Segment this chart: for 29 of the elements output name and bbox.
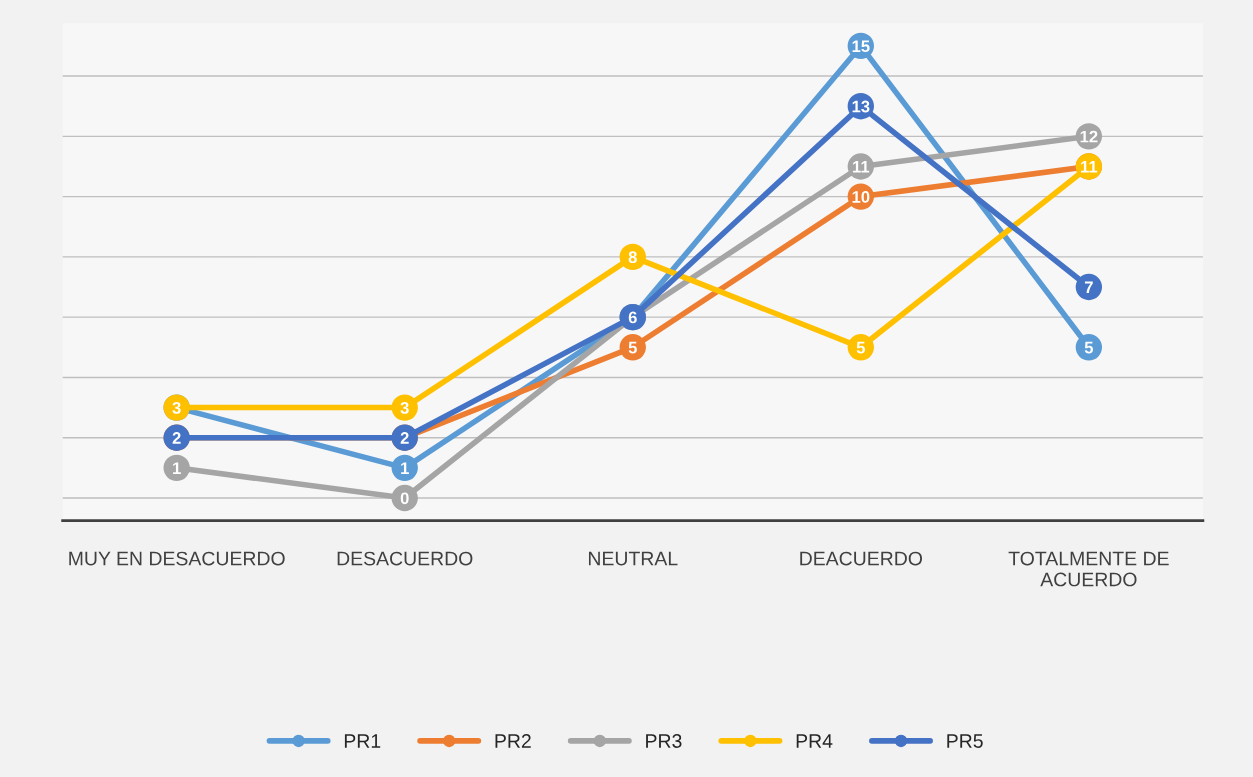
data-label: 11 — [853, 161, 870, 173]
x-tick-label: TOTALMENTE DE ACUERDO — [1008, 551, 1169, 587]
data-label: 5 — [1084, 341, 1094, 354]
data-label: 11 — [1081, 161, 1098, 173]
data-label: 10 — [852, 191, 870, 203]
legend-label: PR2 — [495, 734, 531, 748]
x-tick-label: NEUTRAL — [588, 551, 678, 566]
data-label: 2 — [172, 432, 181, 444]
data-label: 12 — [1080, 130, 1098, 143]
data-label: 13 — [852, 100, 870, 113]
data-label: 0 — [400, 492, 409, 505]
data-label: 5 — [856, 341, 865, 354]
x-tick-label: MUY EN DESACUERDO — [69, 551, 285, 566]
data-label: 5 — [628, 341, 637, 354]
data-label: 2 — [400, 432, 409, 444]
data-label: 3 — [400, 401, 409, 414]
data-label: 3 — [172, 401, 181, 414]
legend-label: PR3 — [646, 734, 682, 748]
data-label: 1 — [401, 462, 409, 474]
data-label: 8 — [628, 251, 637, 264]
data-label: 1 — [173, 462, 181, 474]
data-label: 6 — [628, 311, 637, 324]
data-label: 15 — [852, 40, 870, 53]
legend-label: PR5 — [947, 734, 983, 748]
x-tick-label: DEACUERDO — [800, 551, 922, 566]
data-label: 7 — [1084, 281, 1093, 294]
x-tick-label: DESACUERDO — [337, 551, 473, 566]
legend-label: PR1 — [344, 734, 381, 748]
legend-label: PR4 — [796, 734, 833, 748]
